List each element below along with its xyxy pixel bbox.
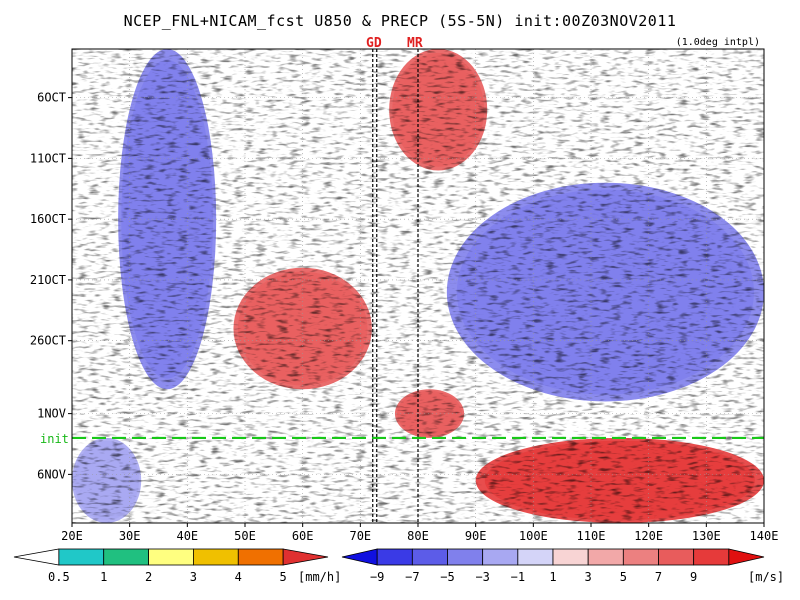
u850-colorbar-cell (517, 548, 554, 566)
u850-colorbar-label: 1 (549, 570, 556, 584)
u850-colorbar-cell (411, 548, 448, 566)
precip-colorbar-cell (148, 548, 194, 566)
x-axis-ticks: 20E 30E 40E 50E 60E 70E 80E 90E 100E 110E 120E 130E… (61, 523, 778, 543)
x-tick-label: 70E (349, 529, 371, 543)
precip-colorbar-label: 1 (100, 570, 107, 584)
x-tick-label: 40E (176, 529, 198, 543)
x-tick-label: 130E (692, 529, 721, 543)
x-tick-label: 110E (577, 529, 606, 543)
u850-colorbar-cell (587, 548, 624, 566)
y-tick-label: 16OCT (30, 212, 66, 226)
precip-unit-label: [mm/h] (298, 570, 341, 584)
u850-colorbar-cell (482, 548, 519, 566)
u850-colorbar-cell (622, 548, 659, 566)
u850-colorbar-cell (728, 548, 765, 566)
y-axis-ticks: 6OCT 11OCT 16OCT 21OCT 26OCT 1NOV 6NOV (30, 91, 72, 481)
gd-marker-label: GD (366, 36, 382, 51)
u850-colorbar-label: 3 (585, 570, 592, 584)
x-tick-label: 100E (519, 529, 548, 543)
u850-colorbar-cell (693, 548, 730, 566)
precip-colorbar-cell (237, 548, 284, 566)
u850-colorbar-label: 5 (620, 570, 627, 584)
precip-colorbar-cell (282, 548, 329, 566)
u850-colorbar-cell (376, 548, 413, 566)
y-tick-label: 6OCT (37, 91, 66, 105)
y-tick-label: 6NOV (37, 467, 66, 481)
precip-colorbar-label: 4 (235, 570, 242, 584)
reference-lines (72, 49, 764, 523)
x-tick-label: 80E (407, 529, 429, 543)
x-tick-label: 90E (465, 529, 487, 543)
mr-marker-label: MR (407, 36, 423, 51)
u850-colorbar-label: 7 (655, 570, 662, 584)
chart-title: NCEP_FNL+NICAM_fcst U850 & PRECP (5S-5N)… (123, 12, 677, 30)
init-label: init (40, 432, 69, 446)
u850-colorbar-cell (341, 548, 378, 566)
x-tick-label: 120E (634, 529, 663, 543)
x-tick-label: 20E (61, 529, 83, 543)
u850-unit-label: [m/s] (748, 570, 784, 584)
precip-colorbar-label: 3 (190, 570, 197, 584)
precip-colorbar-cell (193, 548, 239, 566)
precip-colorbar-label: 2 (145, 570, 152, 584)
u850-colorbar-label: −9 (370, 570, 384, 584)
y-tick-label: 26OCT (30, 334, 66, 348)
x-tick-label: 50E (234, 529, 256, 543)
y-tick-label: 11OCT (30, 151, 66, 165)
x-tick-label: 30E (119, 529, 141, 543)
u850-colorbar-label: −7 (405, 570, 419, 584)
u850-colorbar-label: −1 (511, 570, 525, 584)
precip-colorbar-label: 5 (280, 570, 287, 584)
y-tick-label: 1NOV (37, 407, 66, 421)
u850-colorbar-cell (552, 548, 589, 566)
u850-colorbar-label: −5 (440, 570, 454, 584)
precip-colorbar: 0.5 1 2 3 4 5 [mm/h] (13, 548, 341, 584)
precip-colorbar-cell (13, 548, 60, 566)
x-tick-label: 60E (292, 529, 314, 543)
precip-colorbar-cell (103, 548, 149, 566)
interpolation-note: (1.0deg intpl) (675, 37, 760, 48)
u850-colorbar-cell (447, 548, 484, 566)
x-tick-label: 140E (750, 529, 779, 543)
u850-colorbar: −9 −7 −5 −3 −1 1 3 5 7 9 [m/s] (341, 548, 784, 584)
precip-colorbar-label: 0.5 (48, 570, 70, 584)
u850-colorbar-label: −3 (475, 570, 489, 584)
y-tick-label: 21OCT (30, 273, 66, 287)
u850-colorbar-cell (658, 548, 695, 566)
u850-colorbar-label: 9 (690, 570, 697, 584)
precip-colorbar-cell (58, 548, 105, 566)
